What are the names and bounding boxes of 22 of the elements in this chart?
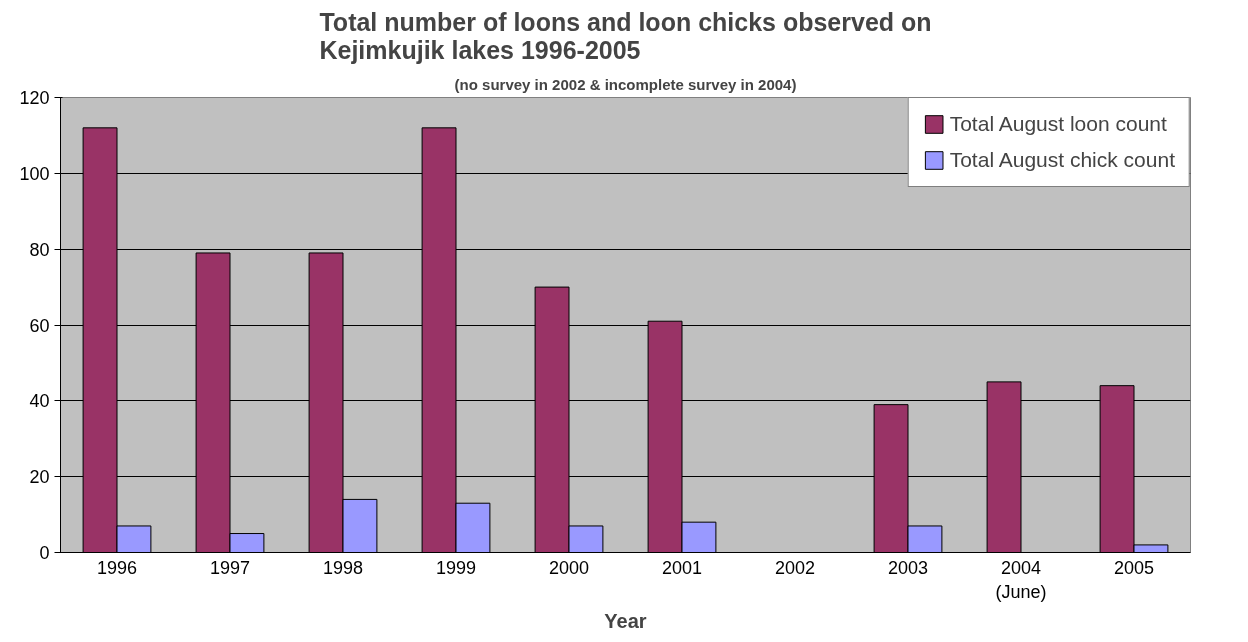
legend-label: Total August chick count: [949, 148, 1175, 172]
chart-title: Total number of loons and loon chicks observed on Kejimkujik lakes 1996-2005: [319, 7, 932, 64]
x-tick-label: 2005: [1113, 557, 1155, 578]
y-tick-label: 60: [29, 315, 50, 336]
y-tick-label: 0: [39, 543, 50, 563]
chart-subtitle: (no survey in 2002 & incomplete survey in 2004): [454, 75, 797, 93]
y-tick-label: 120: [19, 88, 50, 108]
x-tick-label: 2004 (June): [995, 557, 1047, 602]
x-tick-label: 2001: [661, 557, 703, 578]
x-tick-label: 1996: [96, 557, 138, 578]
x-axis-title: Year: [604, 609, 647, 632]
legend-label: Total August loon count: [949, 112, 1167, 136]
x-tick-label: 2002: [774, 557, 816, 578]
y-tick-label: 40: [29, 391, 50, 412]
x-tick-label: 1999: [435, 557, 477, 578]
y-tick-label: 100: [19, 163, 50, 184]
x-tick-label: 1998: [322, 557, 364, 578]
y-tick-label: 20: [29, 467, 50, 488]
x-tick-label: 1997: [209, 557, 251, 578]
y-tick-label: 80: [29, 239, 50, 260]
x-tick-label: 2000: [548, 557, 590, 578]
x-tick-label: 2003: [887, 557, 929, 578]
